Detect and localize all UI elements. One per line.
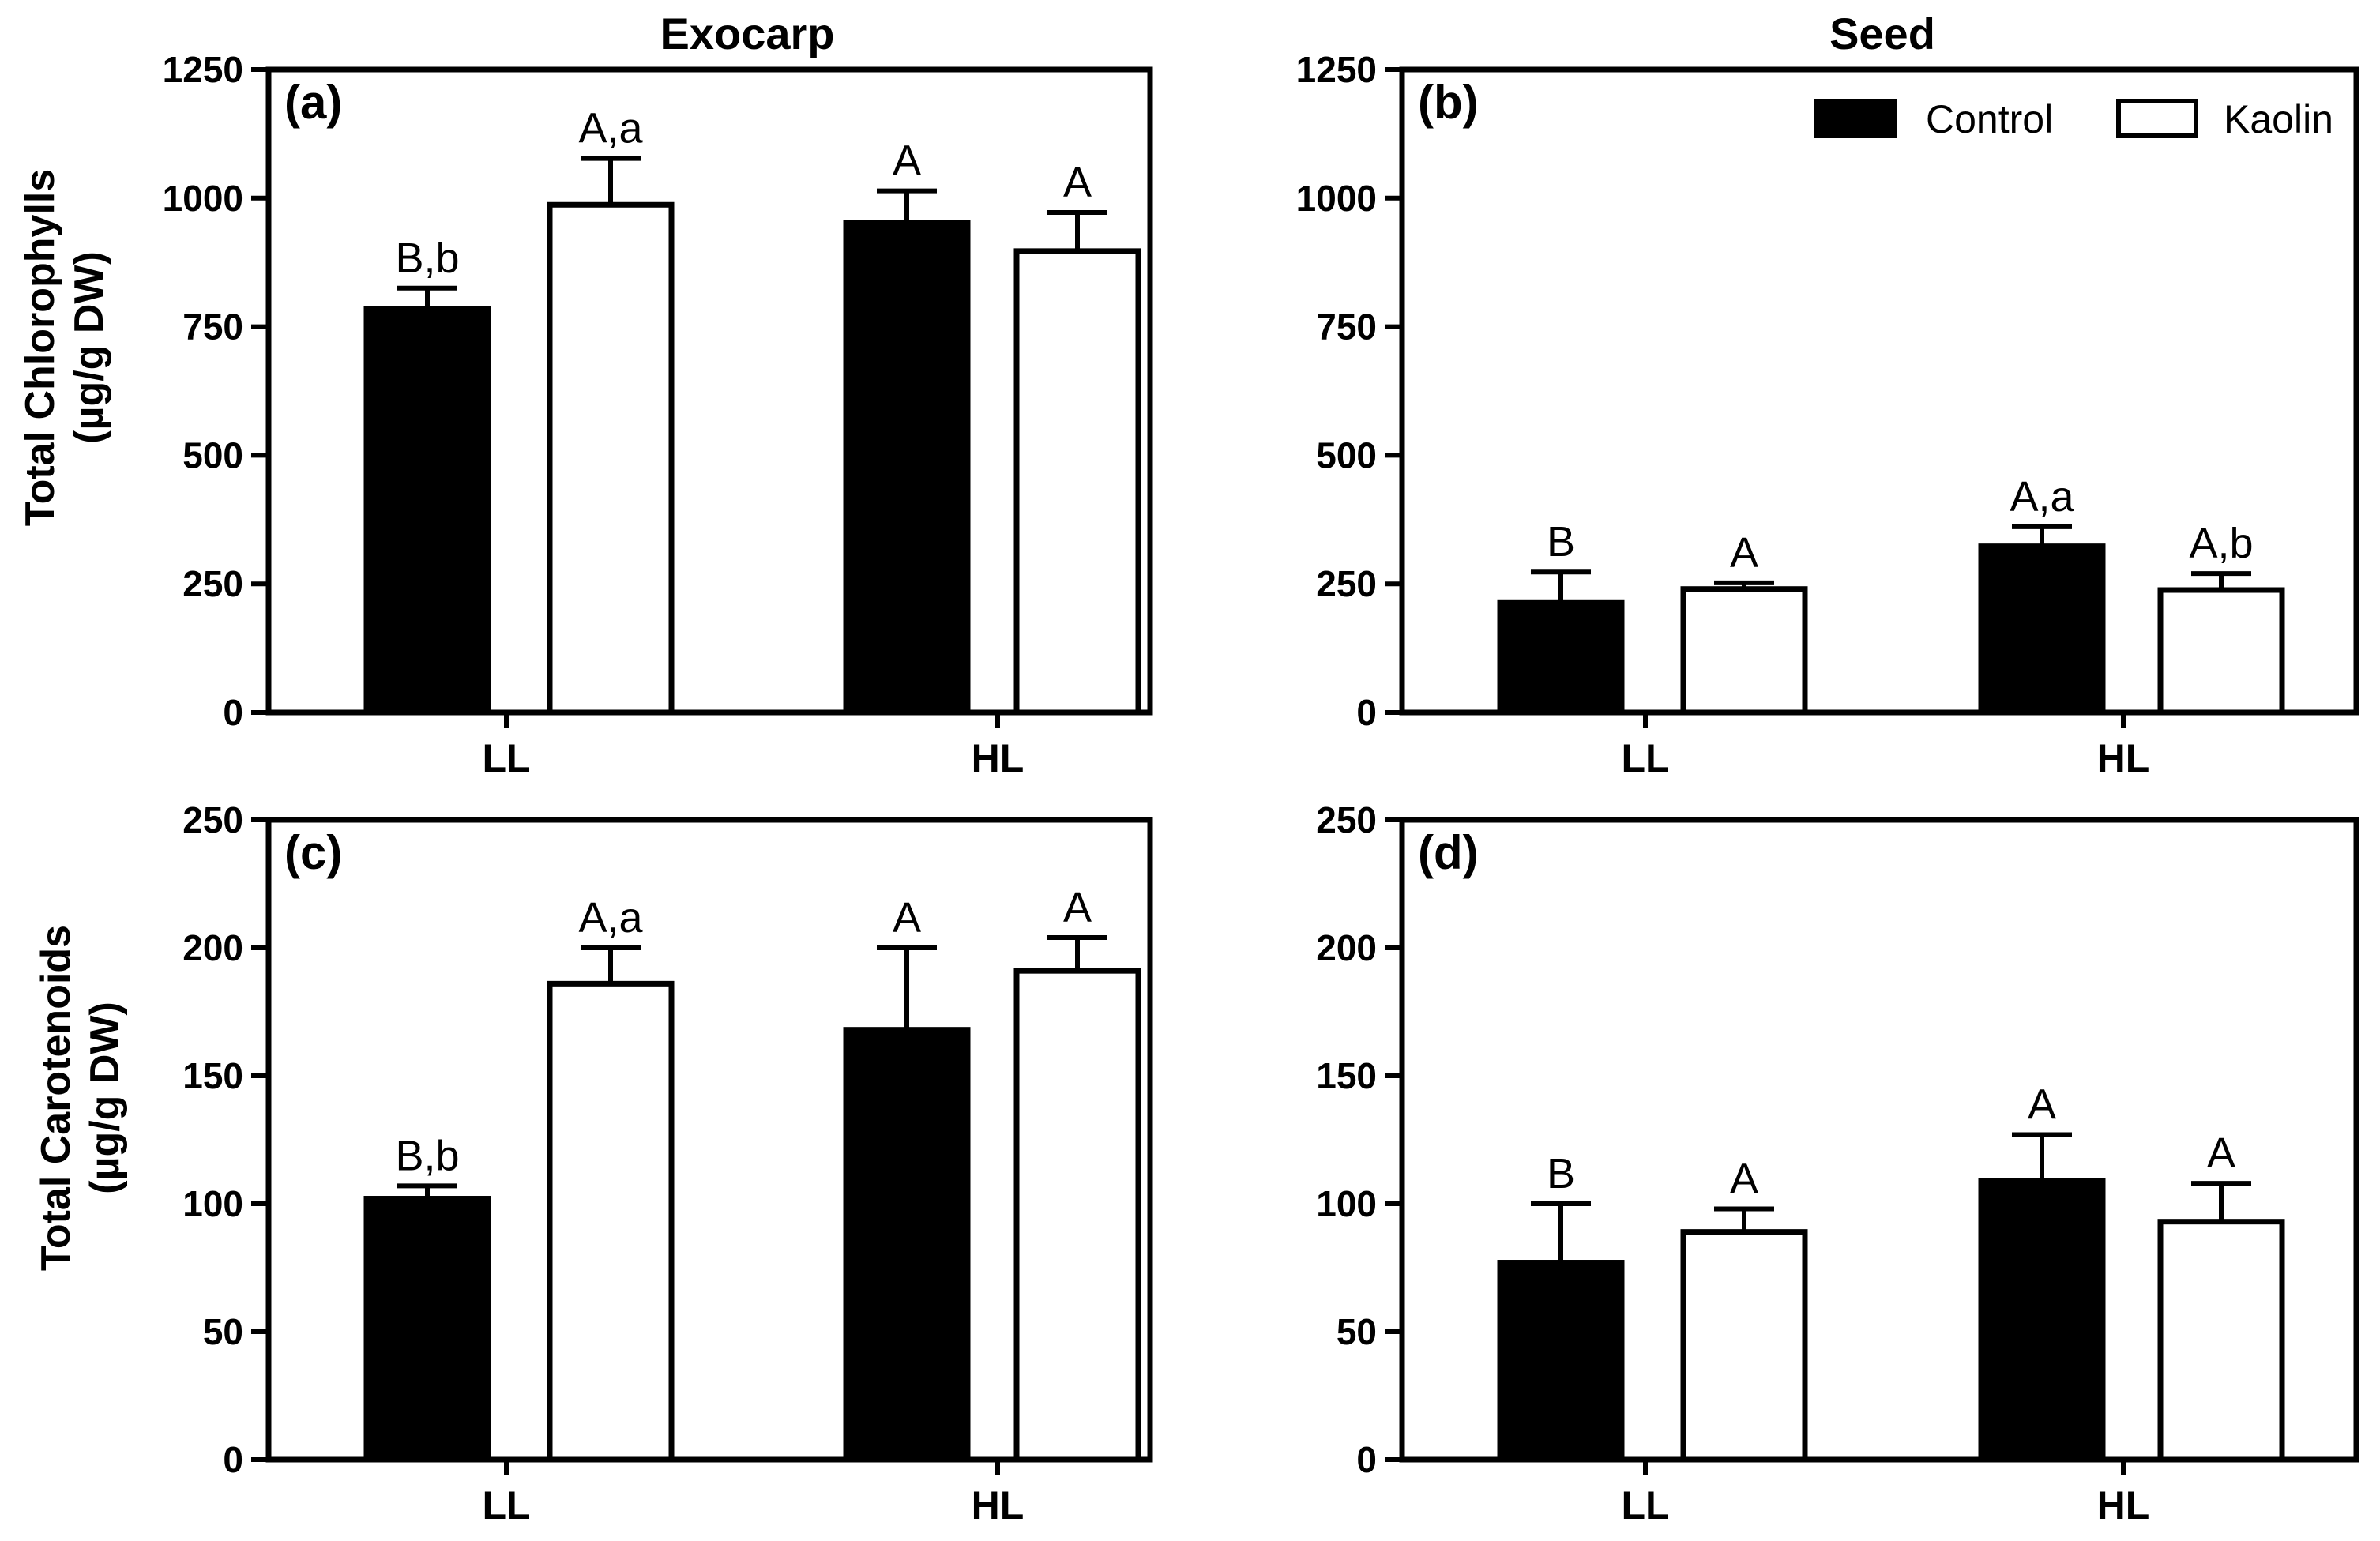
x-category-label: LL — [1621, 736, 1669, 780]
col-title-exocarp: Exocarp — [660, 9, 835, 58]
y-tick-label: 0 — [1356, 1439, 1377, 1480]
bar-kaolin — [547, 980, 675, 1463]
bar-control — [1497, 599, 1625, 716]
panel-a: (a) 0 250 500 750 1000 1250 LL HL B,b A A,a A — [163, 49, 1153, 780]
y-tick-label: 250 — [182, 563, 243, 604]
x-category-label: HL — [972, 1483, 1025, 1528]
ylabel-carotenoids: Total Carotenoids (µg/g DW) — [33, 925, 128, 1271]
significance-label: A,a — [578, 105, 643, 152]
legend: Control Kaolin — [1814, 97, 2333, 141]
y-tick-label: 50 — [203, 1311, 243, 1352]
y-tick-label: 500 — [1316, 434, 1377, 475]
significance-label: A — [2028, 1081, 2056, 1129]
significance-label: A,a — [2010, 473, 2074, 521]
x-category-label: HL — [2097, 736, 2150, 780]
y-tick-label: 250 — [1316, 563, 1377, 604]
y-tick-label: 1000 — [1296, 178, 1377, 219]
significance-label: A — [1063, 159, 1092, 206]
y-tick-label: 1000 — [163, 178, 243, 219]
plot-frame — [265, 817, 1153, 1463]
legend-label-control: Control — [1926, 97, 2053, 141]
bar-kaolin — [547, 201, 675, 716]
significance-label: A,a — [578, 894, 643, 942]
significance-label: A — [1063, 884, 1092, 931]
panel-d: (d) 0 50 100 150 200 250 LL HL B A A A — [1316, 799, 2359, 1528]
col-title-seed: Seed — [1829, 9, 1935, 58]
ylabel-chlorophylls-line2: (µg/g DW) — [66, 251, 112, 444]
y-tick-label: 100 — [182, 1183, 243, 1224]
y-tick-label: 1250 — [1296, 49, 1377, 90]
bar-kaolin — [1680, 586, 1808, 716]
y-tick-label: 250 — [1316, 799, 1377, 840]
significance-label: A — [1730, 529, 1758, 577]
significance-label: B — [1547, 1150, 1575, 1197]
bar-control — [1978, 1178, 2106, 1463]
significance-label: B — [1547, 518, 1575, 566]
bar-control — [843, 220, 971, 716]
x-category-label: HL — [2097, 1483, 2150, 1528]
significance-label: B,b — [395, 1132, 459, 1179]
y-tick-label: 0 — [223, 692, 243, 733]
y-tick-label: 500 — [182, 434, 243, 475]
bar-control — [843, 1027, 971, 1463]
x-category-label: LL — [482, 736, 530, 780]
x-category-label: HL — [972, 736, 1025, 780]
y-tick-label: 750 — [1316, 306, 1377, 348]
bar-kaolin — [1680, 1229, 1808, 1463]
panel-b: (b) 0 250 500 750 1000 1250 LL HL B A,a A A,b — [1296, 49, 2359, 780]
bar-kaolin — [2157, 587, 2285, 716]
ylabel-chlorophylls: Total Chlorophylls (µg/g DW) — [17, 169, 112, 527]
y-tick-label: 50 — [1337, 1311, 1377, 1352]
y-tick-label: 750 — [182, 306, 243, 348]
significance-label: B,b — [395, 235, 459, 282]
x-category-label: LL — [482, 1483, 530, 1528]
plot-frame — [1399, 817, 2359, 1463]
y-tick-label: 250 — [182, 799, 243, 840]
bar-control — [1497, 1260, 1625, 1463]
bar-kaolin — [2157, 1219, 2285, 1463]
significance-label: A — [893, 894, 921, 942]
y-tick-label: 150 — [1316, 1055, 1377, 1096]
ylabel-carotenoids-line1: Total Carotenoids — [33, 925, 79, 1271]
panel-label: (a) — [284, 76, 342, 129]
y-tick-label: 0 — [223, 1439, 243, 1480]
panel-label: (c) — [284, 826, 342, 879]
plot-frame — [265, 66, 1153, 716]
significance-label: A — [893, 137, 921, 185]
bar-control — [363, 306, 491, 716]
panel-label: (b) — [1418, 76, 1479, 129]
significance-label: A — [2207, 1129, 2235, 1177]
y-tick-label: 0 — [1356, 692, 1377, 733]
plot-frame — [1399, 66, 2359, 716]
panel-label: (d) — [1418, 826, 1479, 879]
legend-label-kaolin: Kaolin — [2224, 97, 2333, 141]
ylabel-carotenoids-line2: (µg/g DW) — [82, 1002, 128, 1194]
y-tick-label: 200 — [1316, 927, 1377, 968]
x-category-label: LL — [1621, 1483, 1669, 1528]
legend-swatch-kaolin — [2116, 99, 2198, 138]
ylabel-chlorophylls-line1: Total Chlorophylls — [17, 169, 63, 527]
significance-label: A — [1730, 1155, 1758, 1202]
bar-control — [1978, 543, 2106, 716]
bar-control — [363, 1196, 491, 1463]
y-tick-label: 150 — [182, 1055, 243, 1096]
y-tick-label: 200 — [182, 927, 243, 968]
y-tick-label: 1250 — [163, 49, 243, 90]
legend-swatch-control — [1814, 99, 1897, 138]
bar-kaolin — [1013, 248, 1141, 716]
y-tick-label: 100 — [1316, 1183, 1377, 1224]
panel-c: (c) 0 50 100 150 200 250 LL HL B,b A A,a A — [182, 799, 1153, 1528]
significance-label: A,b — [2189, 520, 2253, 567]
bar-kaolin — [1013, 968, 1141, 1463]
